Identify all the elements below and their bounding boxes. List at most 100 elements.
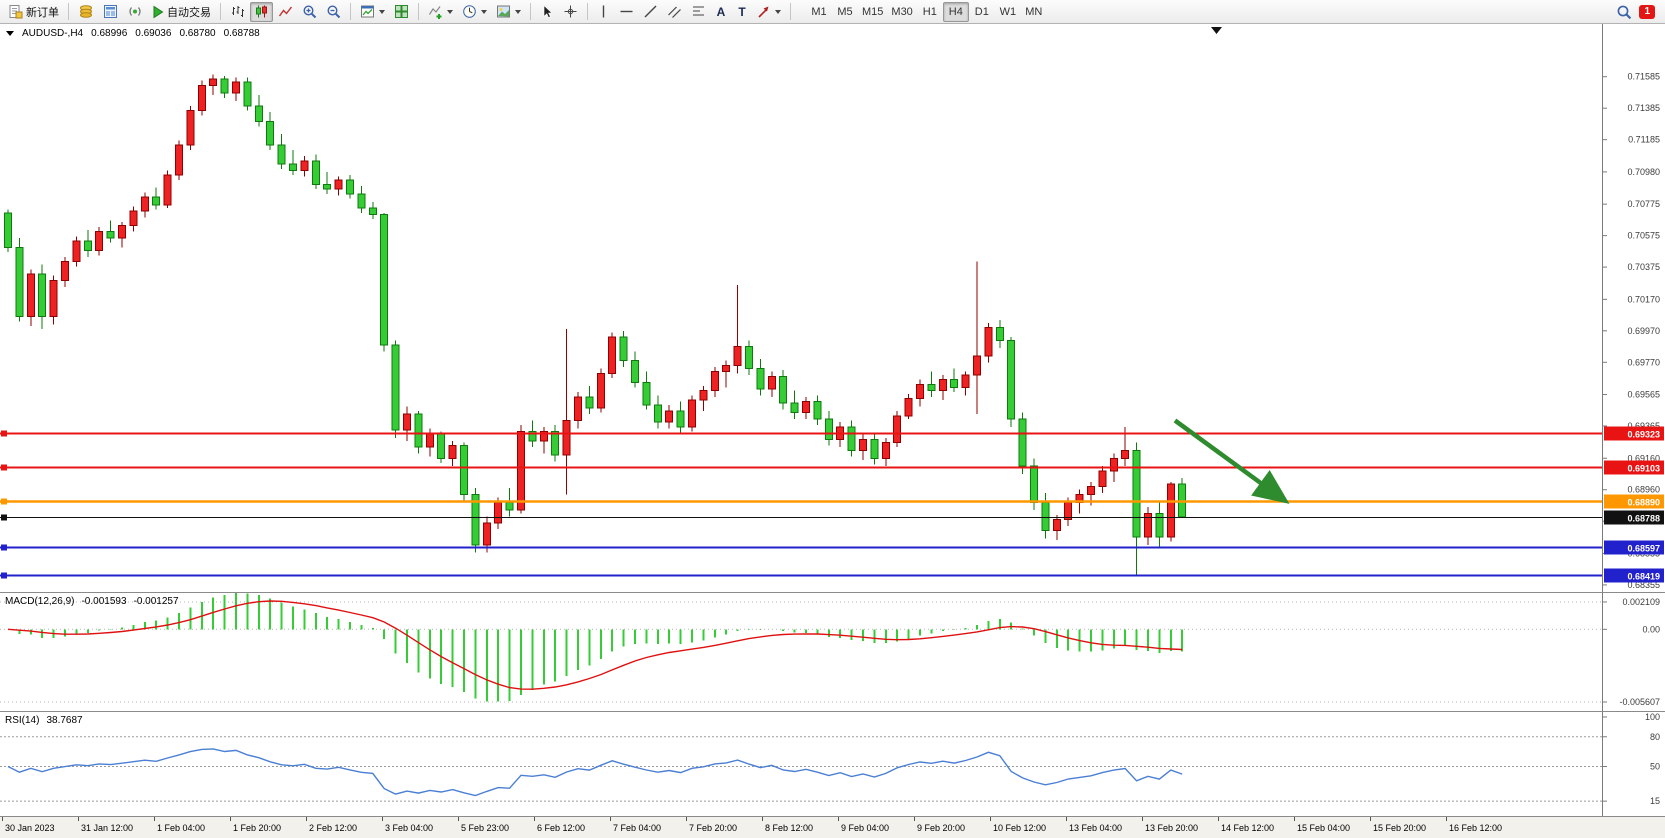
rsi-axis-tick: 50 bbox=[1650, 761, 1660, 771]
bull-candle bbox=[494, 501, 503, 524]
time-axis-tick bbox=[686, 817, 687, 821]
cursor-tool-button[interactable] bbox=[536, 2, 558, 22]
bull-candle bbox=[767, 375, 776, 390]
macd-main-value: -0.001593 bbox=[81, 596, 127, 607]
timeframe-d1[interactable]: D1 bbox=[974, 5, 989, 18]
timeframe-mn[interactable]: MN bbox=[1025, 5, 1043, 18]
time-axis-label: 9 Feb 20:00 bbox=[917, 823, 966, 833]
crosshair-tool-button[interactable] bbox=[559, 2, 582, 22]
bull-candle bbox=[175, 144, 183, 176]
bull-candle bbox=[425, 432, 434, 448]
indicators-button[interactable] bbox=[424, 2, 457, 22]
rsi-panel[interactable]: 100 80 50 15 RSI(14) 38.7687 bbox=[0, 711, 1665, 816]
timeframe-h1[interactable]: H1 bbox=[922, 5, 937, 18]
signals-button[interactable] bbox=[123, 2, 147, 22]
autotrading-button[interactable]: 自动交易 bbox=[148, 2, 215, 22]
timeframe-m1[interactable]: M1 bbox=[811, 5, 827, 18]
data-window-icon bbox=[104, 5, 117, 18]
timeframe-m5[interactable]: M5 bbox=[837, 5, 853, 18]
rsi-canvas[interactable]: 100 80 50 15 bbox=[0, 712, 1665, 816]
rsi-axis-tick: 15 bbox=[1650, 796, 1660, 806]
new-order-button[interactable]: 新订单 bbox=[4, 2, 63, 22]
price-chart-canvas[interactable]: 0.71585 0.71385 0.71185 0.70980 0.70775 0.705… bbox=[0, 24, 1665, 592]
time-axis-label: 6 Feb 12:00 bbox=[537, 823, 586, 833]
main-chart-panel[interactable]: 0.71585 0.71385 0.71185 0.70980 0.70775 0.705… bbox=[0, 24, 1665, 592]
search-button[interactable] bbox=[1612, 2, 1636, 22]
bull-candle bbox=[232, 81, 240, 94]
horizontal-level-line[interactable]: 0.68890 bbox=[0, 494, 1664, 509]
bull-candle bbox=[539, 431, 548, 442]
zoom-out-button[interactable] bbox=[322, 2, 345, 22]
time-axis-tick bbox=[534, 817, 535, 821]
periods-button[interactable] bbox=[458, 2, 491, 22]
bull-candle bbox=[1166, 483, 1175, 538]
horizontal-level-line[interactable]: 0.68597 bbox=[0, 540, 1664, 555]
time-axis-label: 8 Feb 12:00 bbox=[765, 823, 814, 833]
zoom-in-icon bbox=[303, 5, 317, 19]
zoom-in-button[interactable] bbox=[298, 2, 321, 22]
time-axis-tick bbox=[154, 817, 155, 821]
bull-candle bbox=[403, 413, 411, 431]
macd-panel[interactable]: 0.002109 0.00 -0.005607 MACD(12,26,9) -0.0… bbox=[0, 592, 1665, 711]
horizontal-level-line[interactable]: 0.68419 bbox=[0, 568, 1664, 583]
vertical-line-tool-button[interactable] bbox=[593, 2, 614, 22]
text-tool-button[interactable]: A bbox=[711, 2, 731, 22]
market-watch-button[interactable] bbox=[74, 2, 98, 22]
horizontal-level-line[interactable]: 0.69323 bbox=[0, 426, 1664, 441]
timeframe-m30[interactable]: M30 bbox=[891, 5, 913, 18]
tile-windows-icon bbox=[395, 5, 408, 18]
tile-windows-button[interactable] bbox=[390, 2, 413, 22]
trend-arrow-annotation[interactable] bbox=[1173, 418, 1290, 504]
one-click-trading-toggle-icon[interactable] bbox=[6, 31, 14, 36]
indicators-icon bbox=[428, 5, 442, 19]
trendline-tool-button[interactable] bbox=[639, 2, 662, 22]
bull-candle bbox=[197, 84, 206, 112]
candlestick-mode-button[interactable] bbox=[250, 1, 273, 22]
dropdown-caret-icon bbox=[447, 9, 453, 14]
new-chart-button[interactable] bbox=[356, 2, 389, 22]
price-line-label: 0.68890 bbox=[1627, 498, 1660, 508]
dropdown-caret-icon bbox=[775, 9, 781, 14]
toolbar-separator bbox=[68, 3, 69, 20]
toolbar-separator bbox=[530, 3, 531, 20]
bar-chart-mode-button[interactable] bbox=[226, 2, 249, 22]
time-axis-tick bbox=[2, 817, 3, 821]
label-tool-button[interactable]: T bbox=[732, 2, 752, 22]
macd-name: MACD(12,26,9) bbox=[5, 596, 75, 607]
time-axis[interactable]: 30 Jan 2023 31 Jan 12:00 1 Feb 04:00 1 Feb … bbox=[0, 816, 1665, 838]
bear-candle bbox=[391, 344, 400, 431]
price-axis-tick: 0.69160 bbox=[1627, 453, 1660, 463]
macd-canvas[interactable]: 0.002109 0.00 -0.005607 bbox=[0, 593, 1665, 711]
time-axis-tick bbox=[610, 817, 611, 821]
bull-candle bbox=[938, 379, 947, 392]
channel-tool-button[interactable] bbox=[663, 2, 686, 22]
time-axis-tick bbox=[1370, 817, 1371, 821]
arrows-tool-button[interactable] bbox=[753, 2, 785, 22]
timeframe-w1[interactable]: W1 bbox=[999, 5, 1017, 18]
horizontal-level-line[interactable]: 0.69103 bbox=[0, 460, 1664, 475]
bull-candle bbox=[72, 240, 81, 263]
dropdown-caret-icon bbox=[515, 9, 521, 14]
bull-candle bbox=[334, 179, 343, 190]
time-axis-label: 7 Feb 04:00 bbox=[613, 823, 662, 833]
chart-shift-marker[interactable] bbox=[1211, 27, 1222, 34]
template-picture-icon bbox=[497, 5, 510, 18]
bear-candle bbox=[824, 418, 833, 440]
templates-button[interactable] bbox=[492, 2, 525, 22]
price-axis-tick: 0.71385 bbox=[1627, 103, 1660, 113]
timeframe-h4[interactable]: H4 bbox=[942, 1, 969, 22]
time-axis-tick bbox=[78, 817, 79, 821]
fibonacci-tool-button[interactable] bbox=[687, 2, 710, 22]
current-price-line[interactable]: 0.68788 bbox=[0, 510, 1664, 525]
new-order-label: 新订单 bbox=[26, 6, 59, 19]
bull-candle bbox=[608, 336, 617, 374]
macd-signal-value: -0.001257 bbox=[133, 596, 179, 607]
new-order-icon bbox=[9, 5, 23, 19]
horizontal-line-tool-button[interactable] bbox=[615, 2, 638, 22]
cursor-icon bbox=[543, 4, 553, 19]
data-window-button[interactable] bbox=[99, 2, 122, 22]
bear-candle bbox=[619, 336, 628, 362]
timeframe-m15[interactable]: M15 bbox=[862, 5, 884, 18]
line-chart-mode-button[interactable] bbox=[274, 2, 297, 22]
notification-badge[interactable]: 1 bbox=[1639, 4, 1655, 19]
